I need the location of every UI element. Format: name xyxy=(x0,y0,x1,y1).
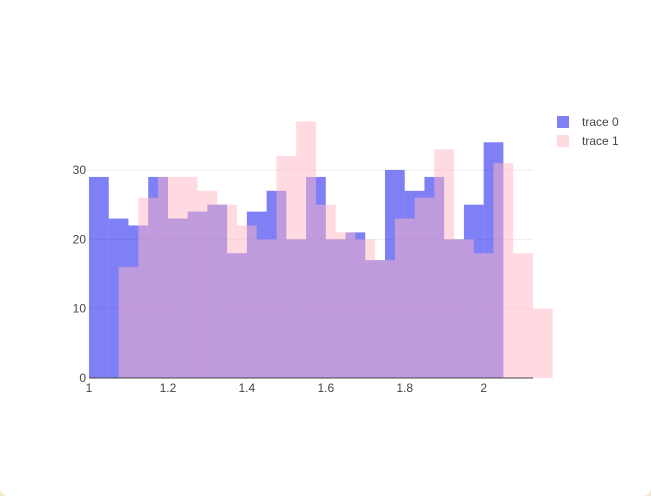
bar[interactable] xyxy=(138,197,159,378)
x-tick-labels: 1 1.2 1.4 1.6 1.8 2 xyxy=(86,381,488,395)
bar[interactable] xyxy=(217,204,237,378)
bar[interactable] xyxy=(158,176,178,378)
x-tick-label: 1.4 xyxy=(239,381,256,395)
bar[interactable] xyxy=(315,204,336,378)
legend-item[interactable]: trace 1 xyxy=(557,134,619,148)
bar[interactable] xyxy=(513,253,533,378)
legend-swatch xyxy=(557,116,569,128)
bars xyxy=(89,121,553,378)
y-tick-label: 20 xyxy=(73,232,87,246)
y-tick-label: 10 xyxy=(73,302,87,316)
legend-swatch xyxy=(557,135,569,147)
x-tick-label: 1.8 xyxy=(396,381,413,395)
bar[interactable] xyxy=(473,253,494,378)
bar[interactable] xyxy=(375,260,395,378)
y-tick-labels: 0 10 20 30 xyxy=(73,163,87,385)
bar[interactable] xyxy=(237,225,257,378)
x-tick-label: 1 xyxy=(86,381,93,395)
bar[interactable] xyxy=(89,176,109,378)
legend-label: trace 0 xyxy=(582,115,619,129)
bar[interactable] xyxy=(118,267,139,378)
bar[interactable] xyxy=(296,121,316,378)
bar[interactable] xyxy=(414,197,435,378)
x-tick-label: 1.6 xyxy=(317,381,334,395)
y-tick-label: 30 xyxy=(73,163,87,177)
y-tick-label: 0 xyxy=(79,371,86,385)
legend-label: trace 1 xyxy=(582,134,619,148)
bar[interactable] xyxy=(256,239,277,378)
x-tick-label: 2 xyxy=(480,381,487,395)
bar[interactable] xyxy=(276,156,297,378)
bar[interactable] xyxy=(493,163,514,378)
legend[interactable]: trace 0 trace 1 xyxy=(557,115,619,148)
x-tick-label: 1.2 xyxy=(160,381,177,395)
bar[interactable] xyxy=(355,239,376,378)
bar[interactable] xyxy=(454,239,474,378)
bar[interactable] xyxy=(197,190,218,378)
series-1 xyxy=(118,121,553,378)
bar[interactable] xyxy=(177,176,198,378)
bar[interactable] xyxy=(434,149,455,378)
bar[interactable] xyxy=(335,232,356,378)
bar[interactable] xyxy=(533,308,553,378)
bar[interactable] xyxy=(394,218,415,378)
legend-item[interactable]: trace 0 xyxy=(557,115,619,129)
